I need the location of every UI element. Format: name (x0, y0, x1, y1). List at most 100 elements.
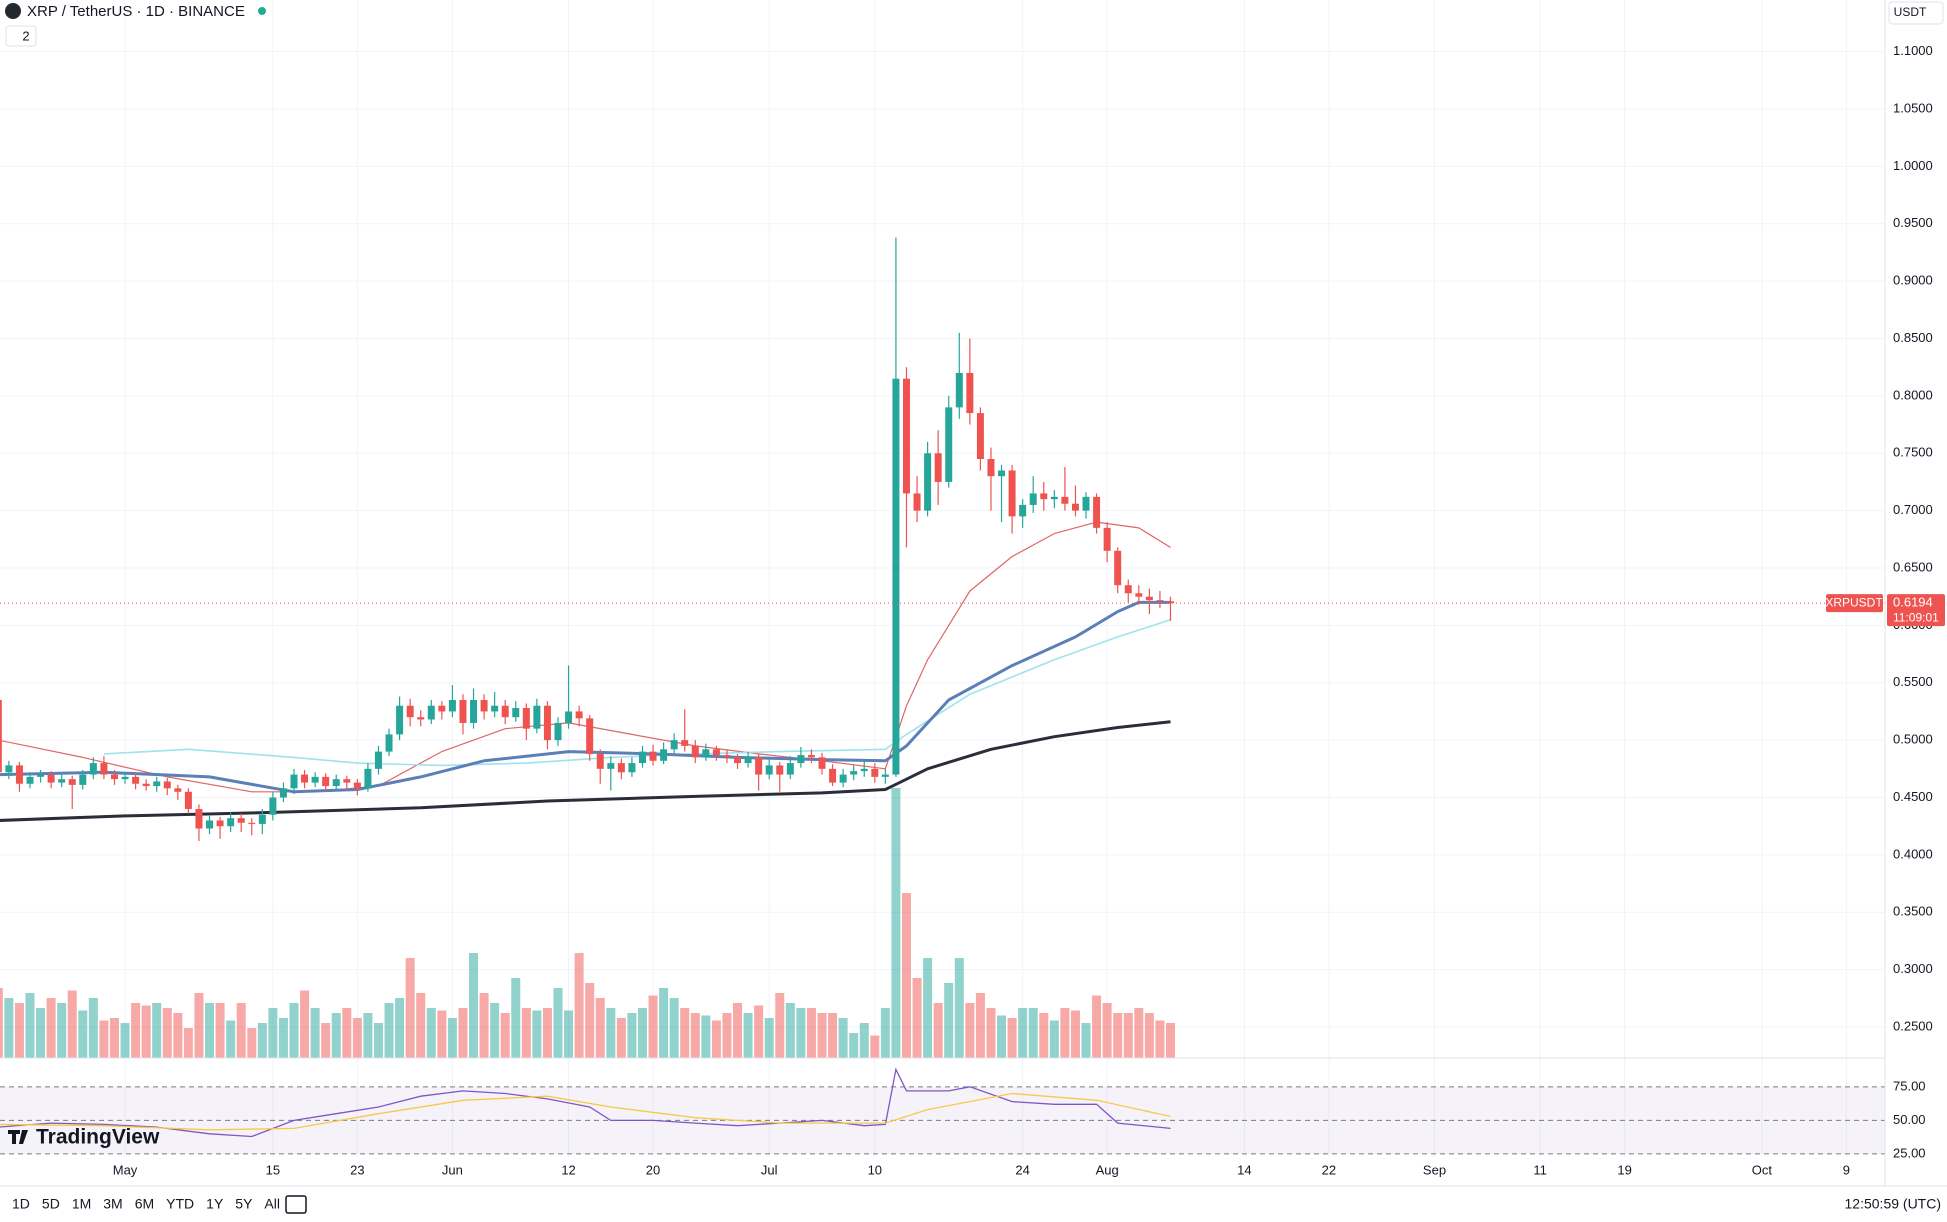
candle-body (543, 705, 551, 741)
candle-body (723, 755, 731, 758)
candle-body (322, 776, 330, 787)
candle-body (448, 699, 456, 712)
x-tick-label: 9 (1843, 1162, 1850, 1177)
timeframe-button[interactable]: 5Y (235, 1196, 253, 1212)
volume-bar (268, 1008, 278, 1058)
volume-bar (775, 993, 785, 1058)
candle-body (670, 740, 678, 750)
candle-body (829, 768, 837, 783)
volume-bar (236, 1003, 246, 1058)
volume-bar (711, 1020, 721, 1058)
candle-body (184, 791, 192, 809)
candle-body (353, 782, 361, 789)
volume-bar (553, 988, 563, 1058)
candle-body (902, 378, 910, 494)
volume-bar (585, 983, 595, 1058)
candle-body (702, 749, 710, 758)
x-tick-label: 19 (1617, 1162, 1631, 1177)
candle-body (58, 779, 66, 783)
candle-body (301, 774, 309, 783)
volume-bar (109, 1018, 119, 1058)
candle-body (100, 763, 108, 775)
date-range-icon[interactable] (285, 1195, 307, 1214)
volume-bar (1165, 1023, 1175, 1058)
candle-body (406, 705, 414, 718)
volume-bar (806, 1008, 816, 1058)
candle-body (311, 776, 319, 783)
timeframe-button[interactable]: 3M (103, 1196, 122, 1212)
candle-body (1008, 470, 1016, 517)
candle-body (385, 734, 393, 752)
timeframe-button[interactable]: 1M (72, 1196, 91, 1212)
volume-bar (14, 1003, 24, 1058)
volume-bar (99, 1020, 109, 1058)
indicator-toggle[interactable] (5, 25, 37, 47)
candle-body (776, 765, 784, 775)
candle-body (427, 705, 435, 720)
volume-bar (162, 1008, 172, 1058)
rsi-tick-label: 25.00 (1893, 1145, 1926, 1160)
volume-bar (194, 993, 204, 1058)
volume-bar (1102, 1003, 1112, 1058)
y-tick-label: 1.0000 (1893, 158, 1933, 173)
volume-bar (1049, 1020, 1059, 1058)
y-tick-label: 0.7000 (1893, 502, 1933, 517)
candle-body (1019, 504, 1027, 517)
candle-body (575, 711, 583, 719)
volume-bar (901, 893, 911, 1058)
candle-body (1156, 600, 1164, 602)
candle-body (607, 763, 615, 769)
y-tick-label: 0.5000 (1893, 732, 1933, 747)
volume-bar (257, 1023, 267, 1058)
candle-body (470, 699, 478, 723)
candle-body (871, 768, 879, 777)
candle-body (892, 378, 900, 775)
volume-bar (986, 1008, 996, 1058)
indicator-count: 2 (22, 28, 29, 43)
volume-bar (1134, 1008, 1144, 1058)
volume-bar (1123, 1013, 1133, 1058)
x-tick-label: 20 (646, 1162, 660, 1177)
timeframe-button[interactable]: YTD (166, 1196, 194, 1212)
candle-body (955, 372, 963, 408)
timeframe-button[interactable]: 5D (42, 1196, 60, 1212)
volume-bar (880, 1008, 890, 1058)
volume-bar (828, 1013, 838, 1058)
volume-bar (36, 1008, 46, 1058)
rsi-line (0, 1067, 1171, 1138)
currency-button[interactable] (1888, 1, 1944, 25)
volume-bar (447, 1018, 457, 1058)
timeframe-button[interactable]: 6M (135, 1196, 154, 1212)
volume-bar (659, 988, 669, 1058)
candle-body (459, 699, 467, 723)
volume-bar (141, 1005, 151, 1058)
candle-body (1093, 496, 1101, 528)
volume-bar (574, 953, 584, 1058)
candle-body (586, 718, 594, 754)
timeframe-button[interactable]: 1D (12, 1196, 30, 1212)
volume-bar (627, 1013, 637, 1058)
volume-bar (637, 1008, 647, 1058)
volume-bar (754, 1005, 764, 1058)
candle-body (396, 705, 404, 735)
candle-body (1166, 601, 1174, 604)
volume-bar (1028, 1008, 1038, 1058)
candle-body (638, 751, 646, 764)
currency-label: USDT (1894, 5, 1927, 19)
volume-bar (680, 1008, 690, 1058)
volume-bar (891, 788, 901, 1058)
timeframe-button[interactable]: 1Y (206, 1196, 224, 1212)
candle-body (765, 765, 773, 775)
volume-bar (923, 958, 933, 1058)
volume-bar (226, 1020, 236, 1058)
volume-bar (785, 1003, 795, 1058)
candle-body (818, 757, 826, 769)
volume-bar (289, 1003, 299, 1058)
candle-body (628, 763, 636, 773)
candle-body (374, 751, 382, 769)
y-tick-label: 0.7500 (1893, 445, 1933, 460)
symbol-title[interactable]: XRP / TetherUS · 1D · BINANCE (27, 3, 245, 20)
volume-bar (849, 1033, 859, 1058)
timeframe-button[interactable]: All (264, 1196, 280, 1212)
candle-body (533, 705, 541, 729)
